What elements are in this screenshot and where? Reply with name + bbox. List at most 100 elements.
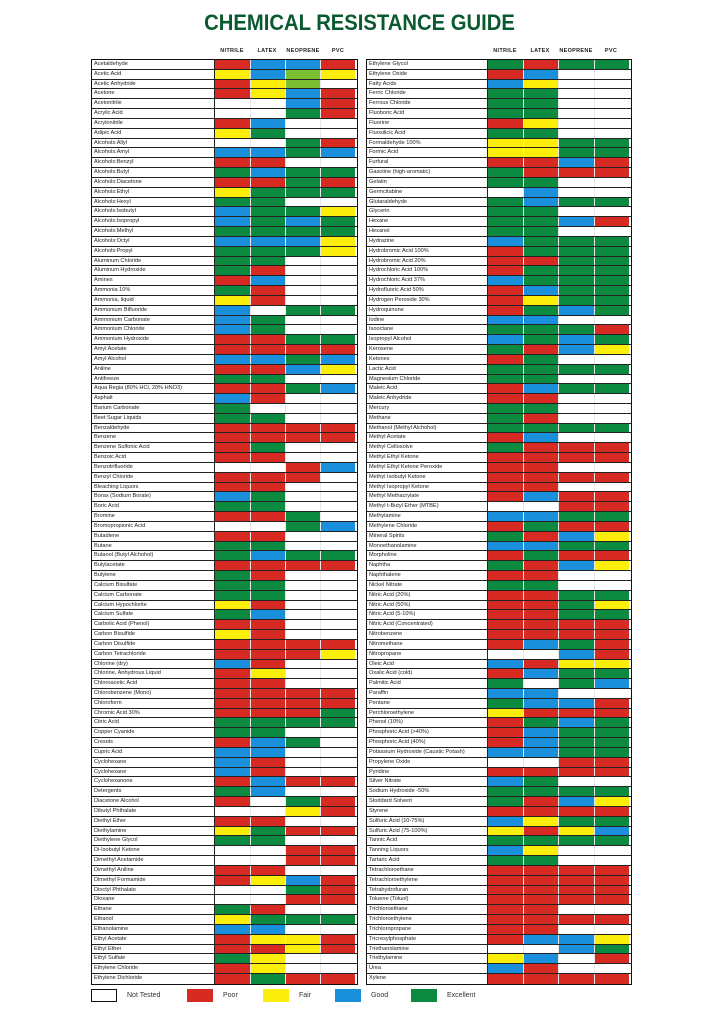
left-column-headers: NITRILE LATEX NEOPRENE PVC <box>214 48 356 58</box>
table-row: Nitrobenzene <box>367 630 631 640</box>
rating-cell-nitrile <box>488 482 524 492</box>
table-row: Paraffin <box>367 689 631 699</box>
rating-cell-nitrile <box>488 384 524 394</box>
rating-cell-pvc <box>321 286 355 295</box>
rating-cell-pvc <box>595 354 629 364</box>
rating-cell-neoprene <box>559 610 595 620</box>
rating-cell-nitrile <box>488 954 524 964</box>
rating-cell-nitrile <box>215 79 251 89</box>
rating-cell-neoprene <box>559 924 595 934</box>
rating-cell-pvc <box>321 462 355 472</box>
chemical-name: Trichloropropane <box>367 924 488 934</box>
chemical-name: Diacetone Alcohol <box>92 797 215 806</box>
table-row: Isooctane <box>367 325 631 336</box>
table-row: Acetic Anhydride <box>92 79 357 90</box>
table-row: Ethyl Sulfate <box>92 954 357 965</box>
table-row: Cyclohexanone <box>92 777 357 788</box>
table-row: Nickel Nitrate <box>367 580 631 591</box>
rating-cell-neoprene <box>559 236 595 246</box>
rating-cell-latex <box>251 836 286 846</box>
rating-cell-latex <box>251 413 286 423</box>
rating-cell-neoprene <box>286 689 321 698</box>
rating-cell-pvc <box>321 266 355 276</box>
rating-cell-neoprene <box>286 335 321 345</box>
rating-cell-latex <box>524 148 559 158</box>
table-row: Chloroacetic Acid <box>92 679 357 689</box>
table-row: Gelatin <box>367 177 631 188</box>
rating-cell-nitrile <box>488 728 524 738</box>
table-row: Alcohols:Allyl <box>92 138 357 149</box>
table-row: Hydrobromic Acid 100% <box>367 246 631 257</box>
rating-cell-latex <box>251 797 286 806</box>
rating-cell-neoprene <box>559 89 595 99</box>
rating-cell-nitrile <box>215 227 251 236</box>
rating-cell-nitrile <box>215 915 251 924</box>
rating-cell-latex <box>251 738 286 747</box>
rating-cell-pvc <box>321 512 355 521</box>
chemical-name: Nitric Acid (20%) <box>367 590 488 600</box>
rating-cell-nitrile <box>215 620 251 630</box>
rating-cell-pvc <box>321 806 355 816</box>
rating-cell-pvc <box>595 521 629 531</box>
rating-cell-nitrile <box>215 905 251 915</box>
chemical-name: Paraffin <box>367 689 488 698</box>
table-row: Monoethanolamine <box>367 541 631 552</box>
chemical-name: Dioxane <box>92 895 215 905</box>
chemical-name: Acetic Acid <box>92 69 215 79</box>
rating-cell-latex <box>251 187 286 197</box>
rating-cell-pvc <box>595 797 629 806</box>
rating-cell-latex <box>251 521 286 531</box>
chemical-name: Germcitabine <box>367 187 488 197</box>
rating-cell-latex <box>251 482 286 492</box>
rating-cell-pvc <box>595 620 629 630</box>
rating-cell-pvc <box>321 856 355 865</box>
rating-cell-pvc <box>595 168 629 177</box>
rating-cell-nitrile <box>215 236 251 246</box>
chemical-name: Hydrobromic Acid 20% <box>367 256 488 266</box>
table-row: Diacetone Alcohol <box>92 797 357 807</box>
rating-cell-neoprene <box>286 806 321 816</box>
rating-cell-pvc <box>595 590 629 600</box>
rating-cell-nitrile <box>215 109 251 118</box>
rating-cell-nitrile <box>215 266 251 276</box>
chemical-name: Alcohols:Butyl <box>92 168 215 177</box>
chemical-name: Tannic Acid <box>367 836 488 846</box>
rating-cell-nitrile <box>488 413 524 423</box>
table-row: Dimethyl Formamide <box>92 875 357 886</box>
rating-cell-pvc <box>595 345 629 354</box>
rating-cell-neoprene <box>559 118 595 128</box>
chemical-name: Ammonium Bifluoride <box>92 305 215 315</box>
rating-cell-neoprene <box>286 846 321 856</box>
table-row: Ammonium Chloride <box>92 325 357 336</box>
rating-cell-nitrile <box>215 571 251 580</box>
rating-cell-latex <box>524 600 559 610</box>
rating-cell-pvc <box>595 453 629 462</box>
rating-cell-pvc <box>321 492 355 502</box>
chemical-name: Methyl Ethyl Ketone <box>367 453 488 462</box>
rating-cell-nitrile <box>488 561 524 571</box>
table-row: Naphthalene <box>367 571 631 581</box>
rating-cell-nitrile <box>215 541 251 551</box>
rating-cell-neoprene <box>286 944 321 954</box>
rating-cell-neoprene <box>559 217 595 227</box>
rating-cell-neoprene <box>559 747 595 757</box>
rating-cell-pvc <box>321 60 355 69</box>
rating-cell-nitrile <box>488 256 524 266</box>
rating-cell-neoprene <box>559 482 595 492</box>
rating-cell-nitrile <box>215 325 251 335</box>
table-row: Pyridine <box>367 767 631 778</box>
rating-cell-nitrile <box>215 99 251 109</box>
table-row: Dioxane <box>92 895 357 906</box>
rating-cell-neoprene <box>286 158 321 168</box>
rating-cell-neoprene <box>559 580 595 590</box>
chemical-name: Alcohols:Benzyl <box>92 158 215 168</box>
rating-cell-pvc <box>595 295 629 305</box>
rating-cell-neoprene <box>559 521 595 531</box>
rating-cell-latex <box>251 728 286 738</box>
table-row: Barium Carbonate <box>92 403 357 414</box>
table-row: Methyl Cellosolve <box>367 443 631 454</box>
rating-cell-pvc <box>595 767 629 777</box>
table-row: Carbon Bisulfide <box>92 630 357 640</box>
rating-cell-latex <box>524 620 559 630</box>
chemical-name: Palmitic Acid <box>367 679 488 688</box>
